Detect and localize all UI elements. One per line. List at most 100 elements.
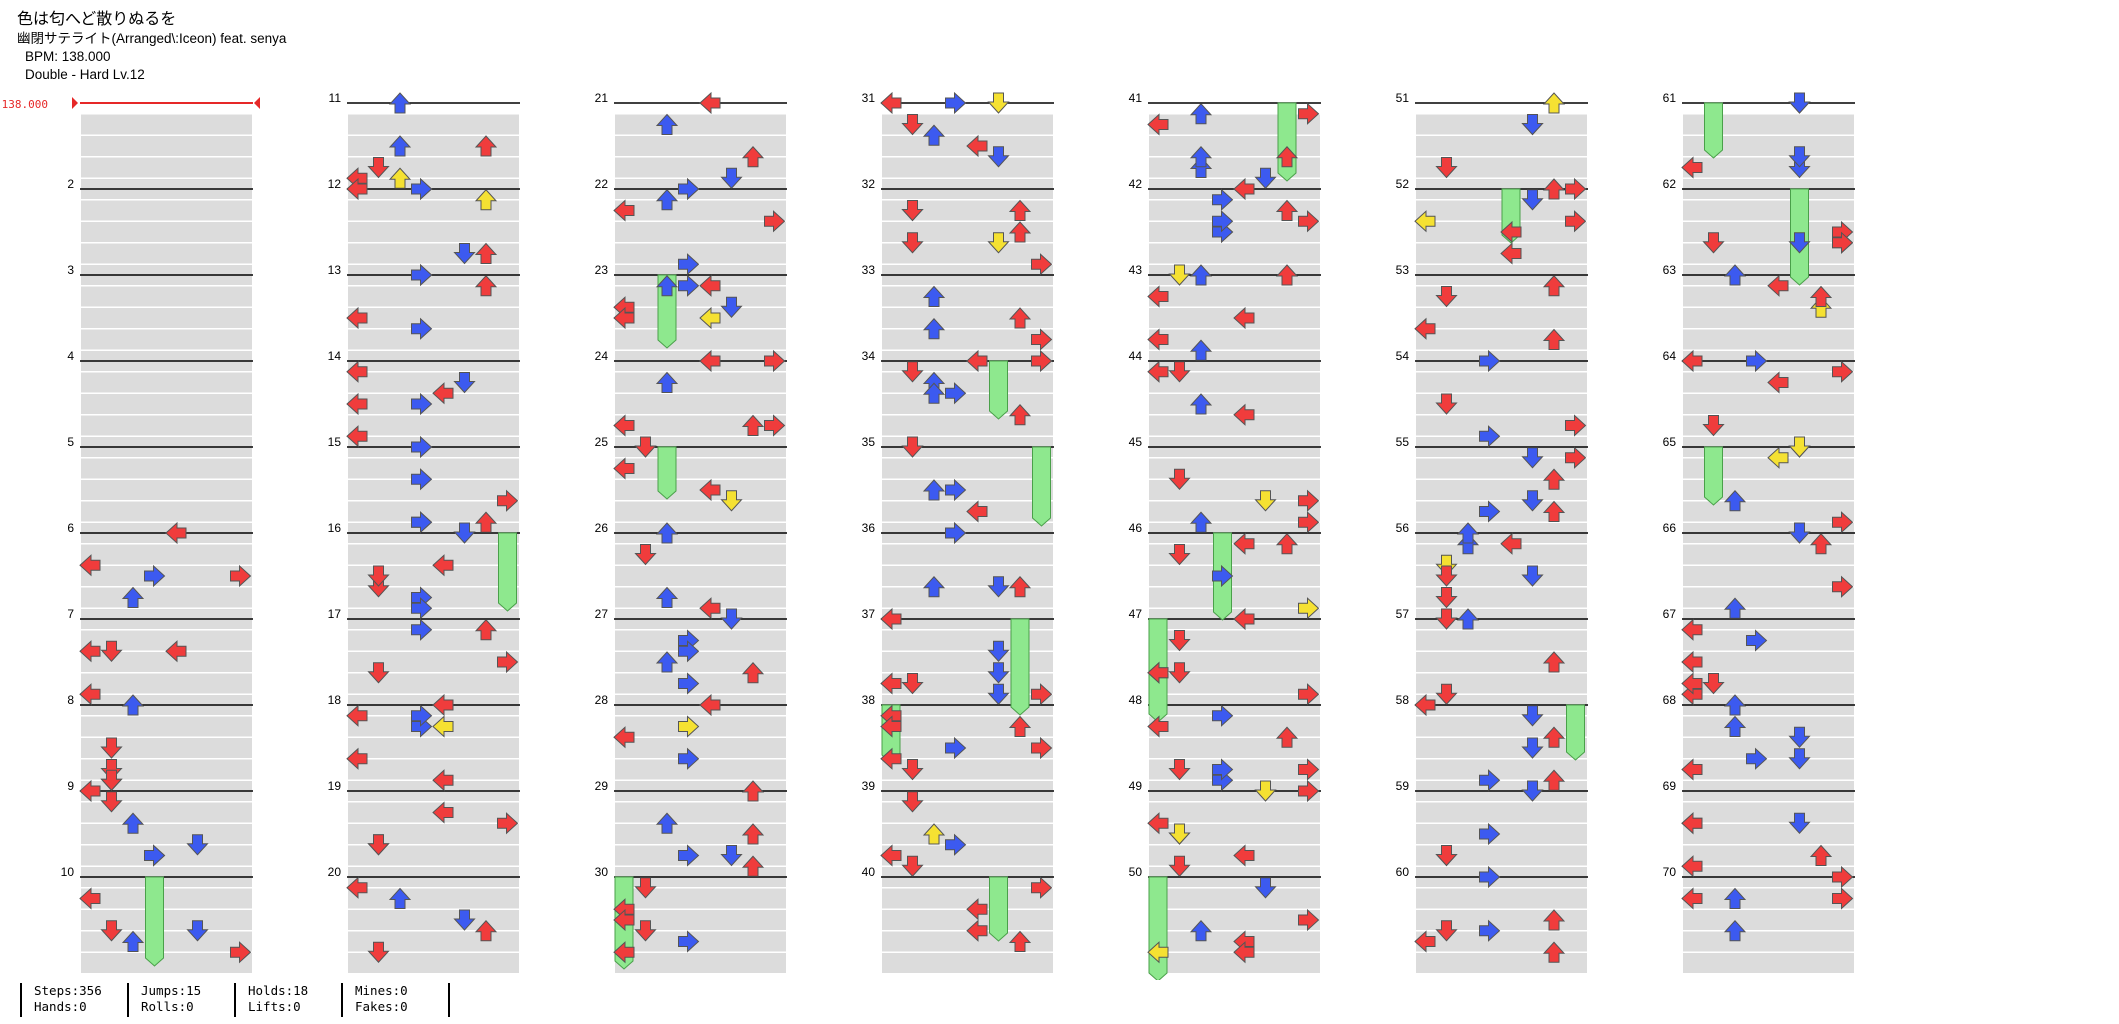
beat-band [1683, 802, 1854, 823]
measure-number: 31 [862, 91, 876, 105]
stat-value: Mines:0 [355, 983, 408, 998]
measure-number: 11 [329, 91, 342, 105]
beat-band [81, 953, 252, 973]
beat-band [1416, 501, 1587, 522]
song-title: 色は匂へど散りぬるを [17, 11, 177, 28]
beat-band [882, 308, 1053, 328]
song-header: 色は匂へど散りぬるを 幽閉サテライト(Arranged\:Iceon) feat… [17, 10, 286, 84]
beat-band [1683, 845, 1854, 866]
beat-band [81, 716, 252, 737]
measure-number: 33 [862, 263, 876, 277]
beat-band [348, 458, 519, 479]
measure-number: 58 [1396, 693, 1410, 707]
beat-band [1416, 114, 1587, 135]
measure-number: 61 [1663, 91, 1677, 105]
beat-band [1416, 587, 1587, 608]
beat-band [348, 372, 519, 393]
beat-band [1149, 759, 1320, 780]
hold-note [1704, 102, 1723, 159]
beat-band [348, 501, 519, 522]
beat-band [1416, 953, 1587, 973]
measure-number: 37 [862, 607, 876, 621]
beat-band [1683, 308, 1854, 328]
beat-band [1149, 630, 1320, 651]
beat-band [615, 566, 786, 586]
beat-band [1416, 329, 1587, 350]
measure-number: 46 [1129, 521, 1143, 535]
beat-band [882, 953, 1053, 973]
measure-number: 68 [1663, 693, 1677, 707]
beat-band [1149, 243, 1320, 264]
beat-band [1149, 652, 1320, 672]
measure-number: 54 [1396, 349, 1410, 363]
beat-band [1416, 415, 1587, 436]
beat-band [348, 953, 519, 973]
beat-band [1683, 910, 1854, 930]
measure-number: 59 [1396, 779, 1410, 793]
beat-band [81, 222, 252, 242]
beat-band [1416, 630, 1587, 651]
beat-band [1683, 243, 1854, 264]
bpm-change-marker: 138.000 [2, 97, 260, 111]
step-arrow [699, 92, 721, 114]
beat-band [1149, 566, 1320, 586]
beat-band [1149, 824, 1320, 844]
beat-band [348, 200, 519, 221]
measure-number: 57 [1396, 607, 1410, 621]
measure-number: 43 [1129, 263, 1143, 277]
beat-band [348, 888, 519, 909]
measure-number: 38 [862, 693, 876, 707]
beat-band [1416, 136, 1587, 156]
beat-band [1416, 759, 1587, 780]
beat-band [348, 566, 519, 586]
measure-number: 49 [1129, 779, 1143, 793]
beat-band [1683, 824, 1854, 844]
beat-band [348, 286, 519, 307]
beat-band [1149, 458, 1320, 479]
beat-band [1149, 114, 1320, 135]
beat-band [1149, 587, 1320, 608]
measure-number: 41 [1129, 91, 1143, 105]
beat-band [81, 157, 252, 178]
measure-number: 15 [328, 435, 342, 449]
beat-band [882, 630, 1053, 651]
beat-band [882, 243, 1053, 264]
measure-number: 53 [1396, 263, 1410, 277]
measure-number: 44 [1129, 349, 1143, 363]
beat-band [1416, 716, 1587, 737]
measure-number: 34 [862, 349, 876, 363]
beat-band [615, 372, 786, 393]
stats-group: Steps:356 Hands:0 [20, 983, 127, 1017]
step-arrow [945, 92, 966, 114]
measure-number: 23 [595, 263, 609, 277]
beat-band [1683, 587, 1854, 608]
beat-band [81, 372, 252, 393]
beat-band [1149, 286, 1320, 307]
measure-number: 27 [595, 607, 609, 621]
beat-band [348, 415, 519, 436]
stat-value: Steps:356 [34, 983, 102, 998]
measure-number: 40 [862, 865, 876, 879]
beat-band [1683, 329, 1854, 350]
beat-band [615, 394, 786, 414]
bpm-marker-text: 138.000 [2, 98, 48, 111]
measure-number: 32 [862, 177, 876, 191]
measure-number: 47 [1129, 607, 1143, 621]
beat-band [348, 824, 519, 844]
beat-band [1683, 738, 1854, 758]
beat-band [615, 802, 786, 823]
beat-band [1416, 458, 1587, 479]
hold-note [1010, 618, 1030, 716]
measure-number: 25 [595, 435, 609, 449]
beat-band [615, 114, 786, 135]
beat-band [1683, 222, 1854, 242]
beat-band [615, 738, 786, 758]
measure-number: 65 [1663, 435, 1677, 449]
beat-band [615, 652, 786, 672]
measure-number: 52 [1396, 177, 1410, 191]
beat-band [81, 136, 252, 156]
beat-band [882, 415, 1053, 436]
measure-number: 36 [862, 521, 876, 535]
measure-numbers: 2345678910111213141516171819202122232425… [61, 91, 1677, 879]
beat-band [1149, 716, 1320, 737]
